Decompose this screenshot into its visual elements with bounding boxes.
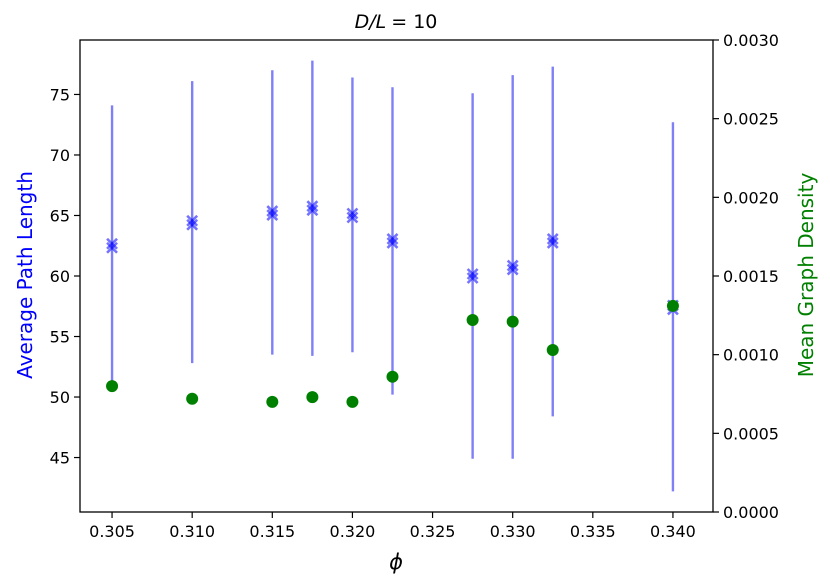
density-point xyxy=(186,392,199,405)
x-tick-label: 0.335 xyxy=(570,522,616,541)
x-axis-label: ϕ xyxy=(389,550,403,574)
path-length-point xyxy=(386,232,399,249)
density-point xyxy=(466,314,479,327)
path-length-point xyxy=(466,268,479,284)
y-axis-left: 45 50 55 60 65 70 75 xyxy=(50,85,80,468)
chart-title: D/L = 10 xyxy=(355,11,438,33)
plot-marks xyxy=(106,60,679,492)
density-point xyxy=(106,380,119,393)
y-right-tick-label: 0.0005 xyxy=(723,424,779,443)
path-length-point xyxy=(506,259,519,276)
y-left-tick-label: 60 xyxy=(50,267,70,286)
y-axis-left-label: Average Path Length xyxy=(13,171,37,379)
x-tick-label: 0.315 xyxy=(249,522,295,541)
path-length-point xyxy=(346,207,359,224)
path-length-point xyxy=(106,237,118,254)
y-left-tick-label: 55 xyxy=(50,328,70,347)
y-right-tick-label: 0.0020 xyxy=(723,188,779,207)
y-left-tick-label: 75 xyxy=(50,85,70,104)
x-tick-label: 0.305 xyxy=(89,522,135,541)
y-right-tick-label: 0.0025 xyxy=(723,110,779,129)
x-tick-label: 0.320 xyxy=(330,522,376,541)
y-left-tick-label: 65 xyxy=(50,206,70,225)
y-axis-right: 0.0000 0.0005 0.0010 0.0015 0.0020 0.0025 0.00… xyxy=(713,31,779,522)
y-axis-right-label: Mean Graph Density xyxy=(794,173,818,378)
y-left-tick-label: 50 xyxy=(50,388,70,407)
y-right-tick-label: 0.0000 xyxy=(723,503,779,522)
density-point xyxy=(266,395,279,408)
y-right-tick-label: 0.0015 xyxy=(723,267,779,286)
title-var: D/L xyxy=(355,11,387,33)
path-length-point xyxy=(546,232,559,249)
density-point xyxy=(506,315,519,328)
x-tick-label: 0.325 xyxy=(410,522,456,541)
x-tick-label: 0.330 xyxy=(490,522,536,541)
path-length-point xyxy=(306,200,319,217)
y-left-tick-label: 45 xyxy=(50,449,70,468)
path-length-point xyxy=(186,214,199,231)
x-tick-label: 0.340 xyxy=(650,522,696,541)
title-value: = 10 xyxy=(391,11,437,33)
x-axis: 0.305 0.310 0.315 0.320 0.325 0.330 0.335 0.340 xyxy=(89,512,696,541)
path-length-point xyxy=(266,205,279,221)
x-tick-label: 0.310 xyxy=(169,522,215,541)
density-point xyxy=(346,395,359,408)
plot-frame xyxy=(79,39,714,513)
density-point xyxy=(386,370,399,383)
density-point xyxy=(546,343,559,356)
y-left-tick-label: 70 xyxy=(50,146,70,165)
density-point xyxy=(666,299,679,312)
y-right-tick-label: 0.0010 xyxy=(723,346,779,365)
density-point xyxy=(306,391,319,404)
y-right-tick-label: 0.0030 xyxy=(723,31,779,50)
